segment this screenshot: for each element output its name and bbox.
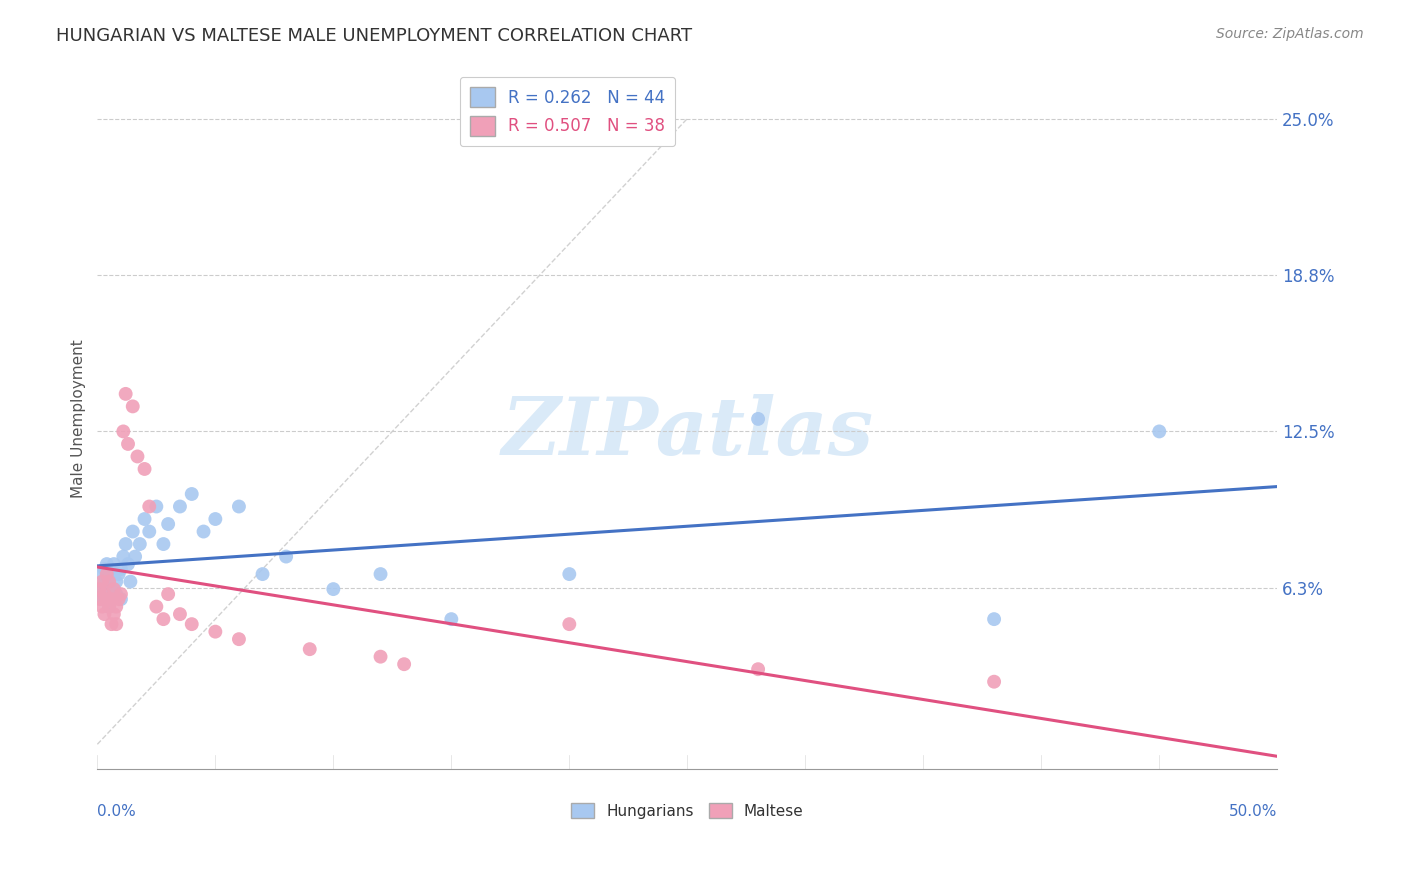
Point [276,549,298,564]
Point [228,632,250,647]
Point [169,500,191,514]
Point [252,567,274,582]
Point [105,587,128,601]
Point [747,412,769,426]
Point [93,574,115,589]
Point [121,400,143,414]
Point [105,574,128,589]
Point [110,562,132,576]
Point [558,567,581,582]
Point [228,500,250,514]
Point [91,599,114,614]
Point [392,657,415,672]
Point [93,607,115,621]
Point [100,592,122,607]
Point [169,607,191,621]
Point [100,617,122,632]
Point [117,437,139,451]
Point [180,487,202,501]
Point [103,582,125,596]
Point [103,582,125,596]
Point [114,387,136,401]
Point [91,567,114,582]
Point [134,462,156,476]
Point [93,587,115,601]
Point [145,500,167,514]
Point [96,587,118,601]
Point [91,592,114,607]
Point [98,599,121,614]
Point [138,524,160,539]
Point [110,592,132,607]
Point [983,612,1005,626]
Point [120,574,142,589]
Point [128,537,150,551]
Point [152,537,174,551]
Text: Source: ZipAtlas.com: Source: ZipAtlas.com [1216,27,1364,41]
Point [193,524,215,539]
Point [112,549,135,564]
Point [114,537,136,551]
Point [100,567,122,582]
Point [138,500,160,514]
Point [96,557,118,571]
Legend: Hungarians, Maltese: Hungarians, Maltese [565,797,810,825]
Point [110,587,132,601]
Point [105,617,128,632]
Point [152,612,174,626]
Point [89,592,111,607]
Point [204,512,226,526]
Point [983,674,1005,689]
Point [107,592,129,607]
Text: ZIPatlas: ZIPatlas [502,394,873,472]
Text: 0.0%: 0.0% [97,805,136,820]
Point [98,574,121,589]
Point [204,624,226,639]
Point [96,592,118,607]
Point [180,617,202,632]
Point [91,574,114,589]
Point [98,599,121,614]
Point [298,642,321,657]
Point [145,599,167,614]
Point [105,599,128,614]
Point [103,607,125,621]
Point [134,512,156,526]
Point [107,567,129,582]
Point [93,562,115,576]
Point [440,612,463,626]
Y-axis label: Male Unemployment: Male Unemployment [72,340,86,499]
Point [370,649,392,664]
Point [370,567,392,582]
Point [89,582,111,596]
Point [96,567,118,582]
Point [117,557,139,571]
Point [558,617,581,632]
Point [89,582,111,596]
Point [124,549,146,564]
Point [121,524,143,539]
Point [103,557,125,571]
Text: 50.0%: 50.0% [1229,805,1277,820]
Point [98,574,121,589]
Point [100,592,122,607]
Point [322,582,344,596]
Point [747,662,769,676]
Point [157,587,180,601]
Point [157,516,180,531]
Point [127,450,149,464]
Point [112,425,135,439]
Text: HUNGARIAN VS MALTESE MALE UNEMPLOYMENT CORRELATION CHART: HUNGARIAN VS MALTESE MALE UNEMPLOYMENT C… [56,27,692,45]
Point [1149,425,1171,439]
